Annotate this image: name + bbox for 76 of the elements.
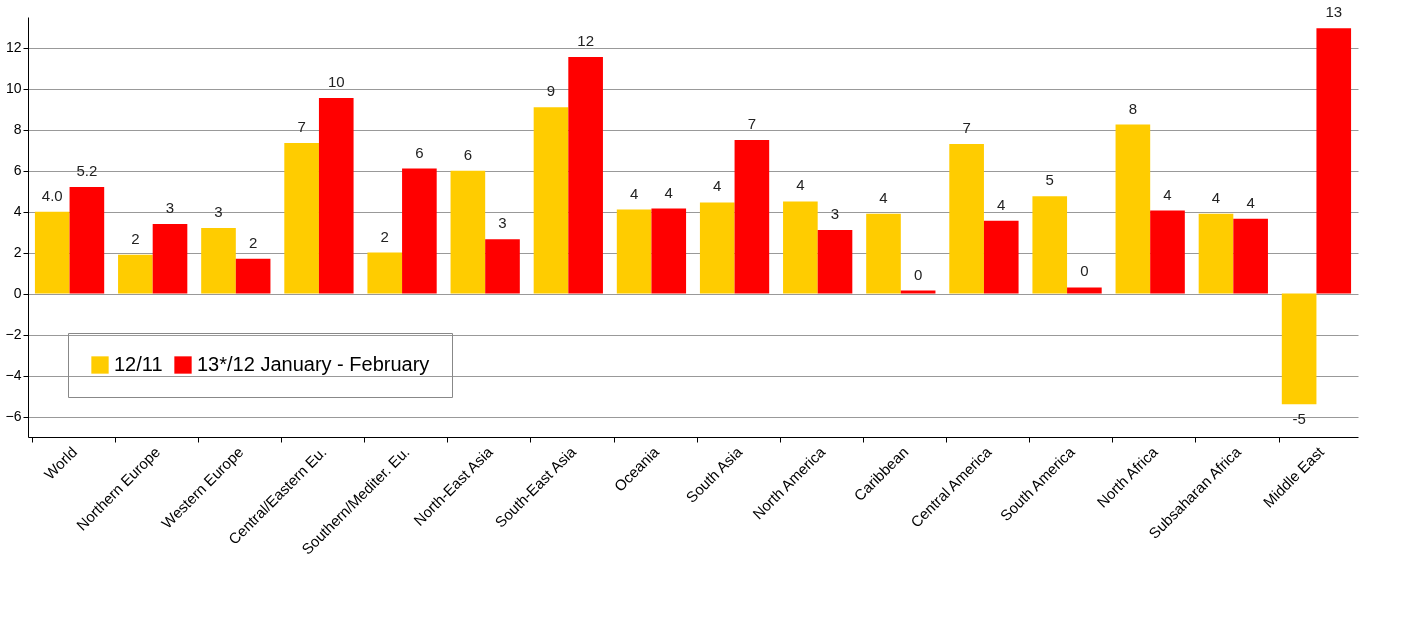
- legend-label: 12/11: [114, 353, 163, 375]
- bar: [1032, 196, 1068, 294]
- data-label: -5: [1292, 410, 1306, 428]
- bar: [1150, 210, 1185, 294]
- data-label: 3: [165, 198, 175, 216]
- bar: [318, 97, 354, 294]
- bar: [616, 209, 652, 294]
- data-label: 5.2: [76, 162, 98, 180]
- data-label: 3: [214, 203, 223, 221]
- bar: [1281, 293, 1317, 405]
- y-tick-label: −6: [5, 408, 22, 425]
- bar: [485, 239, 520, 294]
- bar: [1067, 287, 1102, 294]
- y-tick-label: 2: [13, 244, 22, 261]
- bar: [949, 144, 984, 294]
- data-label: 13: [1325, 3, 1343, 21]
- bar: [900, 290, 936, 294]
- data-label: 6: [463, 145, 473, 163]
- data-label: 4: [796, 176, 805, 194]
- data-label: 0: [1080, 262, 1089, 280]
- y-tick-label: 4: [13, 203, 22, 220]
- bar: [402, 168, 437, 294]
- bar: [817, 230, 853, 294]
- bar: [152, 223, 188, 294]
- y-tick-label: 6: [13, 162, 22, 179]
- y-tick-label: −4: [5, 367, 22, 384]
- bar: [118, 254, 153, 294]
- bar: [284, 143, 319, 294]
- data-label: 6: [415, 143, 424, 161]
- bar: [783, 201, 818, 294]
- bar: [1115, 124, 1151, 294]
- data-label: 5: [1045, 171, 1054, 189]
- data-label: 9: [546, 82, 556, 100]
- data-label: 8: [1128, 99, 1138, 117]
- y-tick-label: 10: [5, 80, 22, 97]
- bar: [866, 213, 901, 294]
- data-label: 10: [327, 72, 345, 90]
- bar: [1198, 213, 1234, 294]
- data-label: 12: [577, 31, 594, 49]
- bar: [201, 228, 236, 294]
- data-label: 4: [713, 177, 722, 195]
- data-label: 4: [629, 184, 639, 202]
- data-label: 0: [913, 265, 923, 283]
- bar: [568, 56, 603, 294]
- data-label: 4: [1163, 185, 1172, 203]
- bar: [69, 187, 105, 294]
- bar: [34, 211, 70, 294]
- bar: [235, 258, 271, 294]
- data-label: 4: [879, 188, 888, 206]
- data-label: 2: [248, 233, 258, 251]
- data-label: 7: [297, 118, 306, 135]
- data-label: 7: [962, 119, 971, 137]
- data-label: 2: [380, 227, 389, 245]
- bar: [983, 220, 1019, 294]
- y-tick-label: 12: [5, 39, 22, 56]
- data-label: 3: [498, 214, 507, 232]
- y-tick-label: 8: [13, 121, 22, 138]
- data-label: 4.0: [41, 186, 63, 204]
- bar: [651, 208, 687, 294]
- data-label: 7: [747, 114, 757, 132]
- data-label: 4: [1246, 193, 1255, 211]
- bar: [734, 139, 770, 294]
- data-label: 4: [1211, 188, 1221, 206]
- bar: [1233, 218, 1268, 294]
- bar: [533, 107, 569, 294]
- bar: [367, 252, 403, 294]
- data-label: 4: [997, 195, 1006, 213]
- bar: [450, 170, 486, 294]
- data-label: 4: [664, 183, 673, 201]
- data-label: 3: [830, 205, 840, 223]
- y-tick-label: −2: [5, 326, 22, 343]
- bar: [1316, 28, 1352, 294]
- data-label: 2: [131, 229, 140, 247]
- y-tick-label: 0: [13, 285, 22, 302]
- legend-label: 13*/12 January - February: [197, 353, 430, 375]
- bar: [699, 202, 735, 294]
